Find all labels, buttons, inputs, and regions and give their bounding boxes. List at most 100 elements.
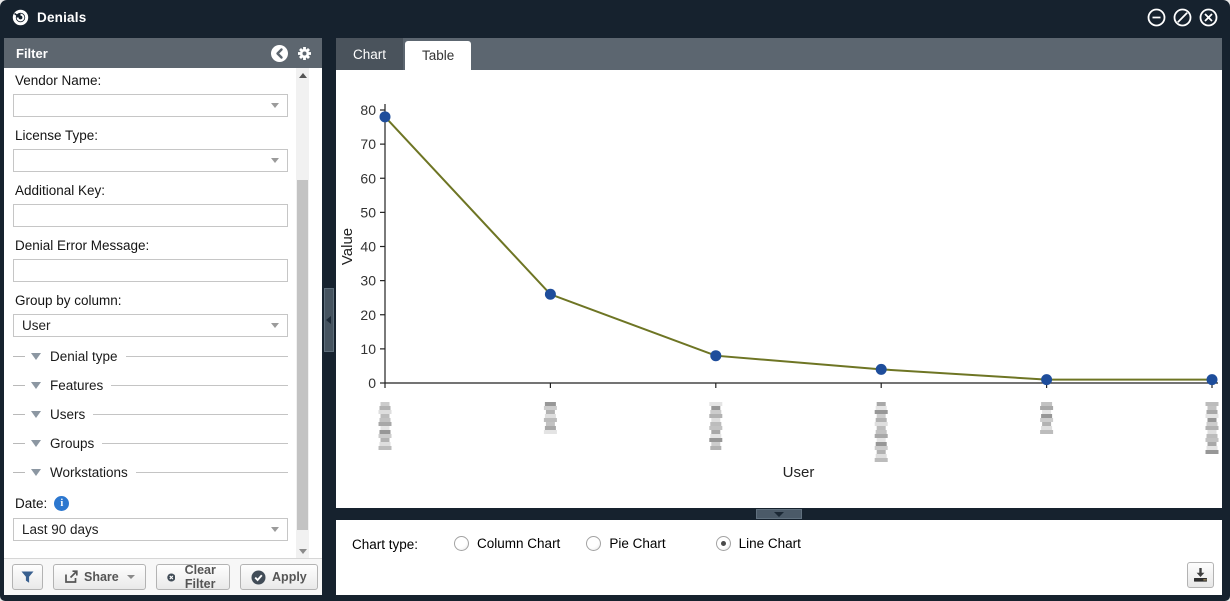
collapse-filter-handle[interactable] [324,288,334,352]
app-logo-icon [12,9,29,25]
chevron-down-icon [271,103,279,108]
minimize-button[interactable] [1147,8,1166,27]
group-label: Groups [50,436,95,451]
download-button[interactable] [1187,562,1214,588]
date-label: Date: [15,496,48,511]
download-icon [1194,568,1207,582]
additional-key-label: Additional Key: [15,183,106,198]
scrollbar-thumb[interactable] [297,180,308,530]
radio-pie-chart[interactable]: Pie Chart [586,535,666,551]
denial-error-message-field: Denial Error Message: [13,238,288,282]
close-button[interactable] [1199,8,1218,27]
svg-text:10: 10 [360,341,376,357]
info-icon[interactable]: i [54,496,70,511]
bottom-panel-divider [336,508,1222,520]
chevron-down-icon [271,158,279,163]
group-row-groups[interactable]: Groups [13,429,288,458]
svg-text:User: User [783,464,815,481]
group-row-denial-type[interactable]: Denial type [13,342,288,371]
share-label: Share [84,570,119,584]
scroll-up-arrow[interactable] [296,68,309,82]
data-point[interactable] [379,111,391,123]
group-label: Workstations [50,465,128,480]
triangle-down-icon [31,411,41,418]
svg-text:40: 40 [360,239,376,255]
collapse-bottom-handle[interactable] [756,509,802,519]
x-tick-label-redacted [1205,402,1219,454]
chart-type-label: Chart type: [352,537,419,552]
filter-funnel-button[interactable] [12,564,43,590]
group-by-column-value: User [22,318,51,333]
vendor-name-label: Vendor Name: [15,73,102,88]
chevron-down-icon [126,575,135,579]
vendor-name-field: Vendor Name: [13,73,288,117]
clear-filter-button[interactable]: Clear Filter [155,563,231,591]
radio-icon [454,535,470,551]
tab-bar: Chart Table [336,38,1222,70]
chart-area: 0 10 20 30 40 50 60 70 80 Value User [336,70,1222,508]
additional-key-field: Additional Key: [13,183,288,227]
collapse-sidebar-button[interactable] [270,44,289,63]
chevron-down-icon [271,527,279,532]
tab-table[interactable]: Table [405,41,472,70]
group-label: Features [50,378,104,393]
data-point[interactable] [1041,374,1053,386]
apply-button[interactable]: Apply [240,564,318,590]
data-point[interactable] [710,350,722,362]
restore-button[interactable] [1173,8,1192,27]
chart-type-panel: Chart type: Column Chart Pie Chart Line … [336,520,1222,595]
main-panel: Chart Table 0 10 20 30 40 50 60 70 80 Value User C… [336,38,1222,595]
filter-form: Vendor Name: License Type: Additional Ke… [4,68,322,558]
line-chart-svg: 0 10 20 30 40 50 60 70 80 Value User [339,102,1219,481]
group-row-features[interactable]: Features [13,371,288,400]
sidebar-scrollbar [296,68,309,558]
vendor-name-select[interactable] [13,94,288,117]
data-point[interactable] [875,363,887,375]
triangle-down-icon [31,440,41,447]
group-row-workstations[interactable]: Workstations [13,458,288,487]
filter-title: Filter [16,45,48,61]
share-icon [65,570,78,583]
data-point[interactable] [1206,374,1218,386]
triangle-down-icon [31,353,41,360]
share-button[interactable]: Share [53,564,146,590]
panel-divider [322,38,336,595]
svg-text:Value: Value [339,228,356,265]
scroll-down-arrow[interactable] [296,544,309,558]
group-label: Denial type [50,349,118,364]
circle-x-icon [167,572,176,582]
svg-text:50: 50 [360,204,376,220]
x-tick-label-redacted [1040,402,1054,434]
window-content: Filter [0,34,1230,601]
radio-icon [715,535,731,551]
svg-text:0: 0 [368,375,376,391]
filter-actions: Share Clear Filter Apply [4,558,322,595]
group-row-users[interactable]: Users [13,400,288,429]
tab-chart[interactable]: Chart [336,38,404,70]
x-tick-label-redacted [874,402,888,462]
x-tick-label-redacted [543,402,557,434]
license-type-field: License Type: [13,128,288,172]
license-type-select[interactable] [13,149,288,172]
window-title: Denials [37,9,87,25]
svg-text:20: 20 [360,307,376,323]
group-by-column-field: Group by column: User [13,293,288,337]
data-point[interactable] [544,288,556,300]
svg-text:60: 60 [360,170,376,186]
settings-gear-button[interactable] [295,44,314,63]
triangle-down-icon [31,382,41,389]
svg-text:30: 30 [360,273,376,289]
svg-text:70: 70 [360,136,376,152]
denial-error-message-input[interactable] [13,259,288,282]
title-bar: Denials [0,0,1230,34]
triangle-down-icon [31,469,41,476]
additional-key-input[interactable] [13,204,288,227]
radio-line-chart[interactable]: Line Chart [715,535,801,551]
date-range-select[interactable]: Last 90 days [13,518,288,541]
clear-filter-label: Clear Filter [184,563,216,591]
chevron-down-icon [271,323,279,328]
group-by-column-label: Group by column: [15,293,122,308]
filter-sidebar: Filter [4,38,322,595]
radio-column-chart[interactable]: Column Chart [454,535,560,551]
group-by-column-select[interactable]: User [13,314,288,337]
